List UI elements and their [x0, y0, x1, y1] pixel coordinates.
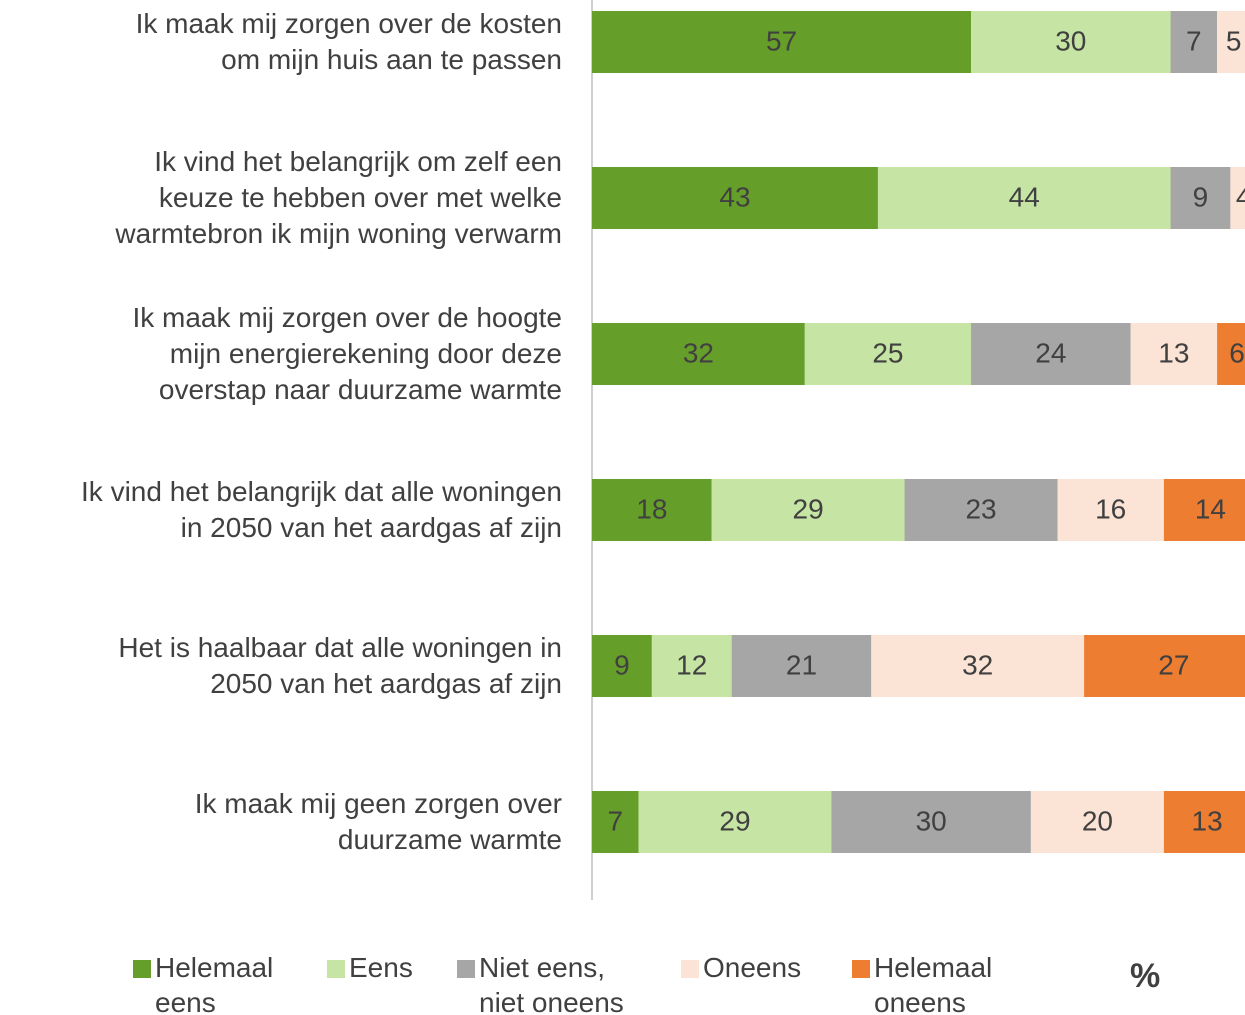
bar-segment — [1163, 791, 1245, 853]
bar-segment — [1230, 167, 1245, 229]
bar-segment — [831, 791, 1031, 853]
data-label: 43 — [719, 181, 750, 212]
legend-swatch — [852, 960, 870, 978]
data-label: 32 — [962, 649, 993, 680]
bar-segment — [871, 635, 1085, 697]
bar-segment — [804, 323, 972, 385]
data-label: 29 — [793, 493, 824, 524]
bar-segment — [592, 323, 805, 385]
data-label: 25 — [872, 337, 903, 368]
category-label: Ik maak mij zorgen over de kosten om mij… — [135, 8, 562, 75]
bar-segment — [971, 11, 1171, 73]
category-label: Het is haalbaar dat alle woningen in 205… — [118, 632, 562, 699]
legend-swatch — [133, 960, 151, 978]
legend-label: Helemaal oneens — [874, 952, 993, 1015]
data-label: 5 — [1226, 25, 1242, 56]
data-label: 9 — [1193, 181, 1209, 212]
legend-label: Helemaal eens — [155, 952, 274, 1015]
data-label: 7 — [1186, 25, 1202, 56]
data-label: 18 — [636, 493, 667, 524]
bar-segment — [1217, 323, 1245, 385]
data-label: 16 — [1095, 493, 1126, 524]
data-label: 20 — [1082, 805, 1113, 836]
data-label: 12 — [676, 649, 707, 680]
data-label: 13 — [1158, 337, 1189, 368]
bar-segment — [592, 791, 639, 853]
category-label: Ik maak mij zorgen over de hoogte mijn e… — [132, 302, 562, 405]
bar-segment — [1170, 167, 1231, 229]
data-label: 7 — [607, 805, 623, 836]
unit-label: % — [1130, 957, 1161, 995]
legend-swatch — [327, 960, 345, 978]
bar-segment — [1170, 11, 1218, 73]
bar-segment — [711, 479, 905, 541]
bar-segment — [1217, 11, 1245, 73]
bar-segment — [1057, 479, 1164, 541]
bar-segment — [1030, 791, 1164, 853]
bar-segment — [592, 635, 652, 697]
legend-label: Oneens — [703, 952, 802, 983]
legend-swatch — [457, 960, 475, 978]
bar-segment — [971, 323, 1131, 385]
bar-segment — [651, 635, 732, 697]
category-label: Ik maak mij geen zorgen over duurzame wa… — [194, 788, 562, 855]
bar-segment — [1163, 479, 1245, 541]
bar-segment — [877, 167, 1171, 229]
data-label: 57 — [766, 25, 797, 56]
data-label: 4 — [1236, 181, 1245, 212]
data-label: 30 — [916, 805, 947, 836]
bar-segment — [592, 11, 972, 73]
data-label: 29 — [719, 805, 750, 836]
data-label: 9 — [614, 649, 630, 680]
bar-segment — [592, 479, 712, 541]
legend-label: Eens — [349, 952, 413, 983]
data-label: 14 — [1195, 493, 1226, 524]
legend-swatch — [681, 960, 699, 978]
data-label: 44 — [1009, 181, 1040, 212]
bar-segment — [592, 167, 878, 229]
data-label: 21 — [786, 649, 817, 680]
category-label: Ik vind het belangrijk om zelf een keuze… — [115, 146, 562, 249]
data-label: 30 — [1055, 25, 1086, 56]
bar-segment — [731, 635, 872, 697]
data-label: 27 — [1158, 649, 1189, 680]
bar-segment — [1084, 635, 1245, 697]
data-label: 24 — [1035, 337, 1066, 368]
bar-segment — [638, 791, 832, 853]
data-label: 6 — [1229, 337, 1245, 368]
category-label: Ik vind het belangrijk dat alle woningen… — [81, 476, 562, 543]
legend-label: Niet eens, niet oneens — [479, 952, 624, 1015]
bar-segment — [1130, 323, 1218, 385]
data-label: 13 — [1192, 805, 1223, 836]
bar-segment — [904, 479, 1058, 541]
data-label: 32 — [683, 337, 714, 368]
data-label: 23 — [965, 493, 996, 524]
